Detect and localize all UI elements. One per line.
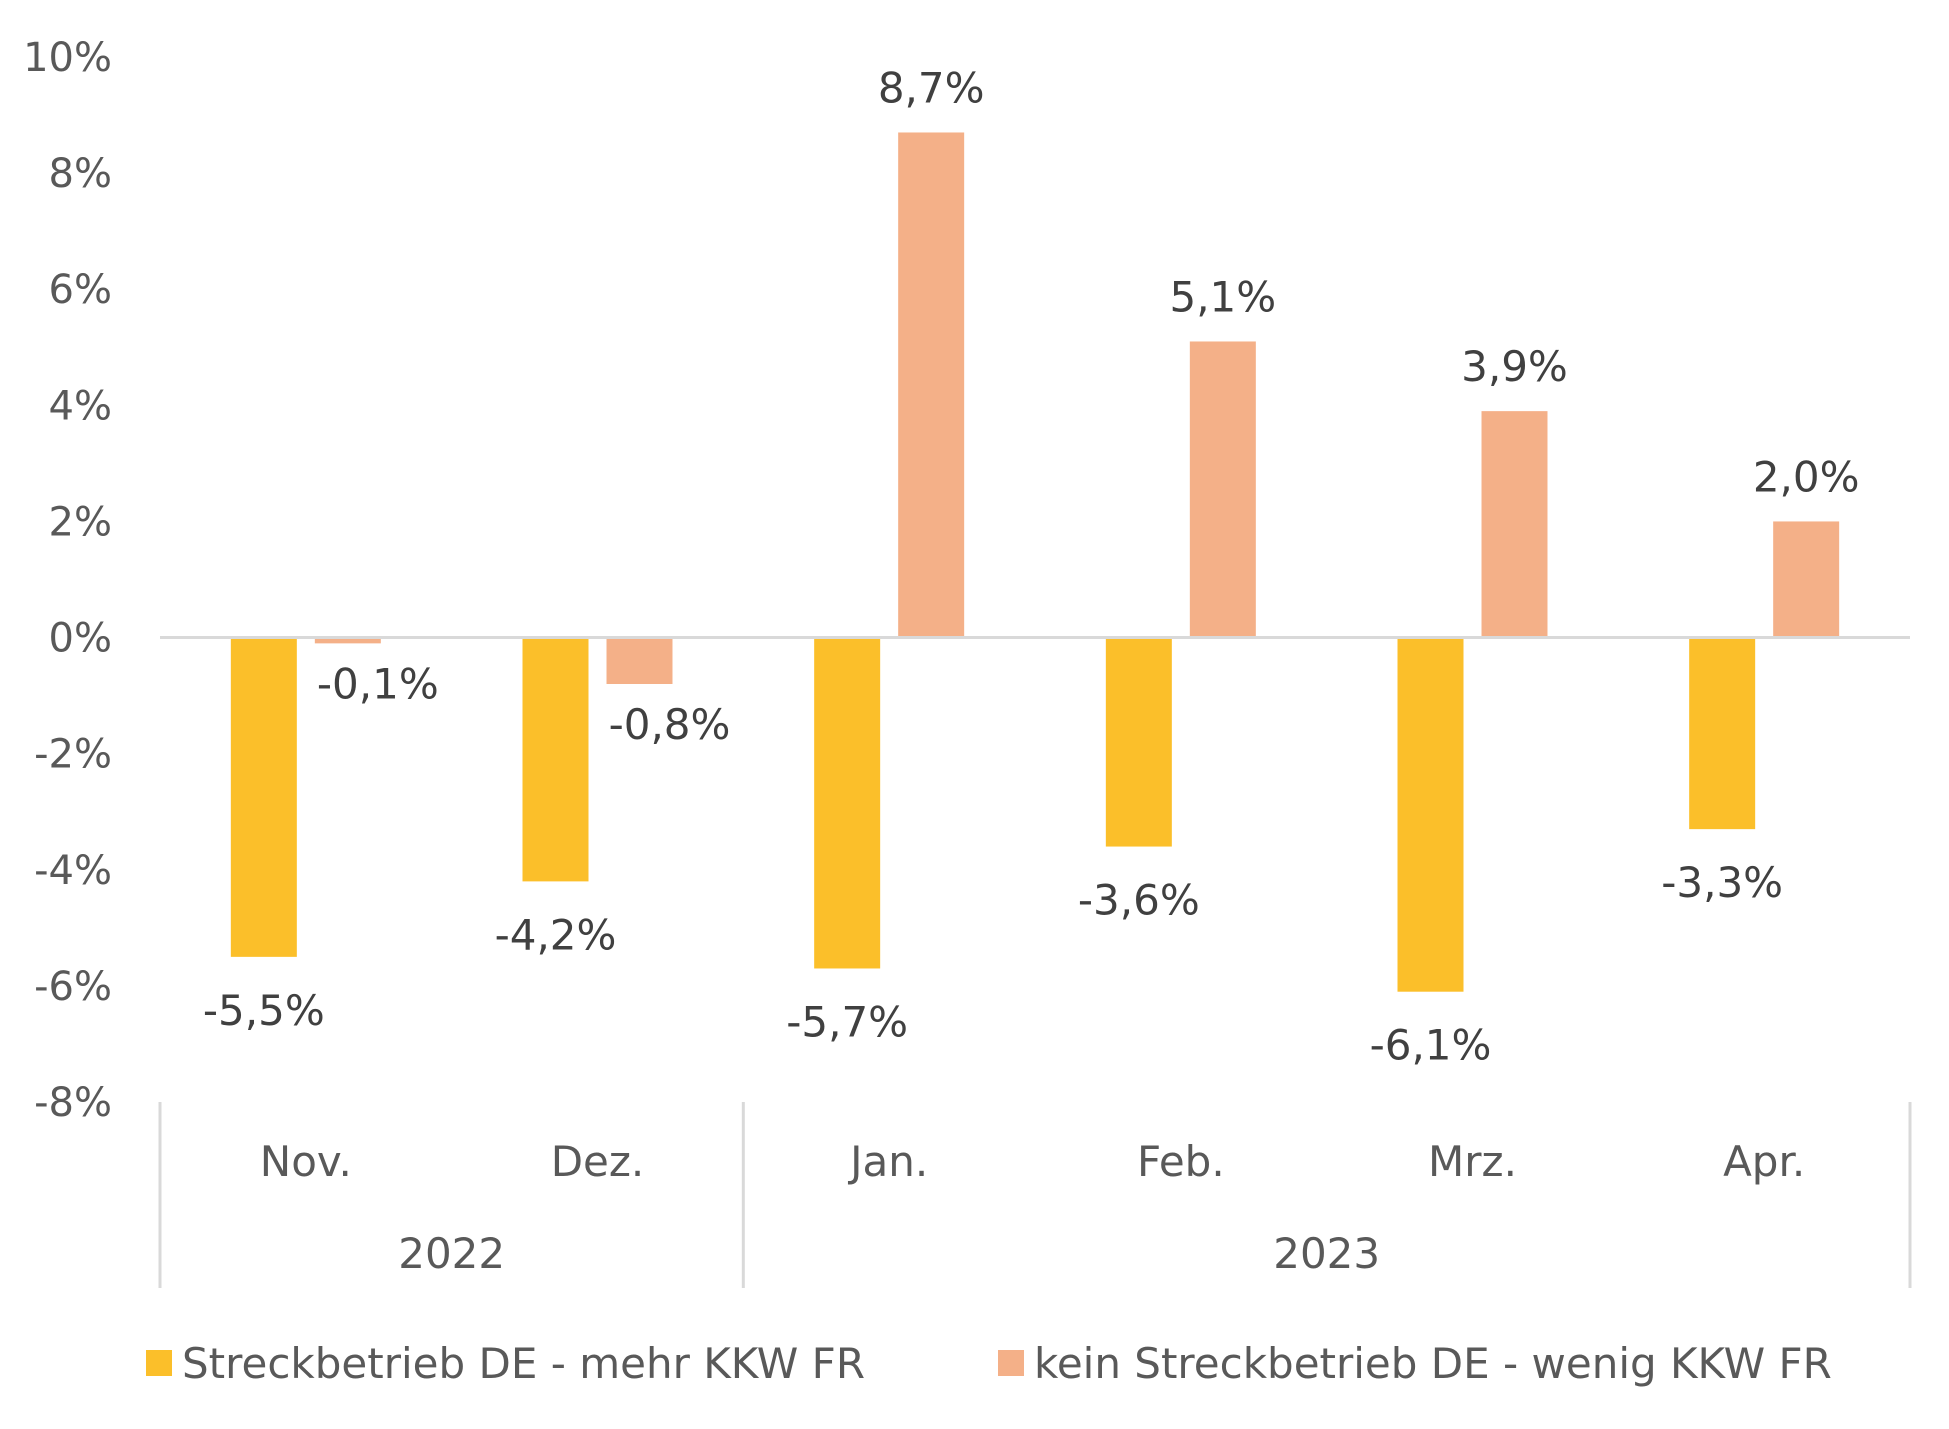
legend-label: kein Streckbetrieb DE - wenig KKW FR	[1034, 1339, 1832, 1388]
data-label-kein-streckbetrieb-3: 8,7%	[878, 63, 985, 112]
x-axis: Nov. Dez. Jan. Feb. Mrz. Apr. 2022 2023	[158, 1102, 1912, 1288]
bar-kein-streckbetrieb-2	[606, 637, 673, 684]
bar-streckbetrieb-2	[522, 637, 589, 882]
y-axis: 10% 8% 6% 4% 2% 0% -2% -4% -6% -8%	[23, 35, 112, 1126]
y-tick-label: 6%	[49, 267, 112, 313]
x-category-label: Jan.	[847, 1137, 928, 1186]
data-label-streckbetrieb-4: -3,6%	[1078, 876, 1200, 925]
data-label-kein-streckbetrieb-1: -0,1%	[317, 659, 439, 708]
bar-kein-streckbetrieb-1	[314, 637, 381, 644]
bar-streckbetrieb-5	[1397, 637, 1464, 992]
bar-streckbetrieb-1	[230, 637, 297, 957]
y-tick-label: 10%	[23, 35, 112, 81]
y-tick-label: 2%	[49, 499, 112, 545]
x-category-label: Nov.	[260, 1137, 352, 1186]
data-label-streckbetrieb-3: -5,7%	[786, 997, 908, 1046]
bar-kein-streckbetrieb-4	[1189, 341, 1256, 638]
bar-kein-streckbetrieb-6	[1773, 521, 1840, 638]
data-label-kein-streckbetrieb-2: -0,8%	[609, 700, 731, 749]
bar-streckbetrieb-6	[1689, 637, 1756, 830]
bar-streckbetrieb-4	[1105, 637, 1172, 847]
x-group-label: 2022	[398, 1229, 505, 1278]
y-tick-label: -4%	[34, 848, 112, 894]
data-label-kein-streckbetrieb-4: 5,1%	[1169, 272, 1276, 321]
bar-kein-streckbetrieb-3	[898, 132, 965, 638]
data-label-kein-streckbetrieb-5: 3,9%	[1461, 342, 1568, 391]
data-label-streckbetrieb-6: -3,3%	[1661, 858, 1783, 907]
legend-item-2[interactable]: kein Streckbetrieb DE - wenig KKW FR	[998, 1339, 1832, 1388]
legend-swatch	[146, 1350, 172, 1376]
bar-kein-streckbetrieb-5	[1481, 411, 1548, 638]
data-label-streckbetrieb-2: -4,2%	[495, 910, 617, 959]
legend-swatch	[998, 1350, 1024, 1376]
y-tick-label: 8%	[49, 151, 112, 197]
y-tick-label: -2%	[34, 732, 112, 778]
x-category-label: Mrz.	[1428, 1137, 1517, 1186]
bar-streckbetrieb-3	[814, 637, 881, 969]
legend-item-1[interactable]: Streckbetrieb DE - mehr KKW FR	[146, 1339, 865, 1388]
x-group-label: 2023	[1273, 1229, 1380, 1278]
data-labels: -5,5% -4,2% -5,7% -3,6% -6,1% -3,3% -0,1% -0,8%…	[203, 63, 1860, 1069]
x-category-label: Dez.	[551, 1137, 645, 1186]
y-tick-label: -6%	[34, 964, 112, 1010]
y-tick-label: -8%	[34, 1080, 112, 1126]
x-category-label: Apr.	[1723, 1137, 1805, 1186]
legend-label: Streckbetrieb DE - mehr KKW FR	[182, 1339, 865, 1388]
data-label-kein-streckbetrieb-6: 2,0%	[1753, 452, 1860, 501]
plot-area	[230, 132, 1840, 992]
y-tick-label: 0%	[49, 616, 112, 662]
legend[interactable]: Streckbetrieb DE - mehr KKW FR kein Strec…	[146, 1339, 1832, 1388]
x-category-label: Feb.	[1137, 1137, 1225, 1186]
y-tick-label: 4%	[49, 383, 112, 429]
data-label-streckbetrieb-1: -5,5%	[203, 986, 325, 1035]
data-label-streckbetrieb-5: -6,1%	[1370, 1021, 1492, 1070]
